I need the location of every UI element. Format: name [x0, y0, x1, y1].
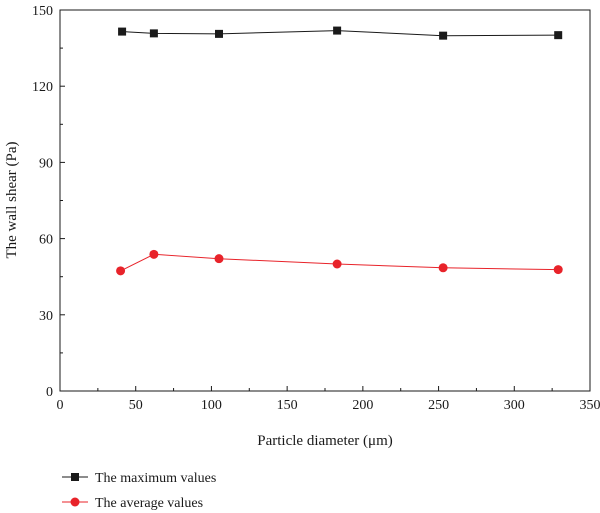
- data-point-square: [149, 29, 158, 38]
- legend-item-maximum: The maximum values: [62, 471, 216, 486]
- x-tick-label: 50: [129, 398, 143, 413]
- y-axis-ticks: 0 30 60 90 120 150: [32, 4, 65, 400]
- x-tick-label: 200: [352, 398, 373, 413]
- legend-marker-square-icon: [71, 473, 79, 481]
- x-tick-label: 350: [580, 398, 600, 413]
- legend: The maximum values The average values: [62, 471, 216, 511]
- y-tick-label: 0: [46, 385, 53, 400]
- y-tick-label: 90: [39, 156, 53, 171]
- data-point-circle: [214, 254, 224, 264]
- data-point-circle: [332, 259, 342, 269]
- data-point-square: [118, 27, 127, 36]
- data-point-square: [554, 31, 563, 40]
- y-tick-label: 120: [32, 80, 53, 95]
- series-layer: [116, 26, 563, 276]
- y-tick-label: 60: [39, 233, 53, 248]
- series-line-1: [120, 253, 559, 272]
- x-tick-label: 100: [201, 398, 222, 413]
- y-axis-title: The wall shear (Pa): [4, 141, 20, 258]
- data-point-circle: [116, 266, 126, 276]
- x-axis-title: Particle diameter (μm): [257, 433, 392, 449]
- legend-label-average: The average values: [95, 496, 203, 511]
- x-tick-label: 150: [277, 398, 298, 413]
- plot-frame: [59, 9, 591, 392]
- data-point-circle: [438, 263, 448, 273]
- data-point-square: [215, 29, 223, 38]
- x-tick-label: 300: [504, 398, 525, 413]
- x-tick-label: 250: [428, 398, 449, 413]
- data-point-circle: [149, 249, 159, 259]
- data-point-circle: [553, 265, 563, 275]
- legend-label-maximum: The maximum values: [95, 471, 216, 486]
- legend-item-average: The average values: [62, 496, 203, 511]
- y-tick-label: 30: [39, 309, 53, 324]
- x-axis-ticks: 0 50 100 150 200 250 300 350: [57, 386, 600, 413]
- data-point-square: [439, 31, 448, 40]
- data-point-square: [333, 26, 342, 35]
- x-tick-label: 0: [57, 398, 64, 413]
- series-line-0: [122, 30, 559, 37]
- legend-marker-circle-icon: [70, 497, 80, 507]
- y-tick-label: 150: [32, 4, 53, 19]
